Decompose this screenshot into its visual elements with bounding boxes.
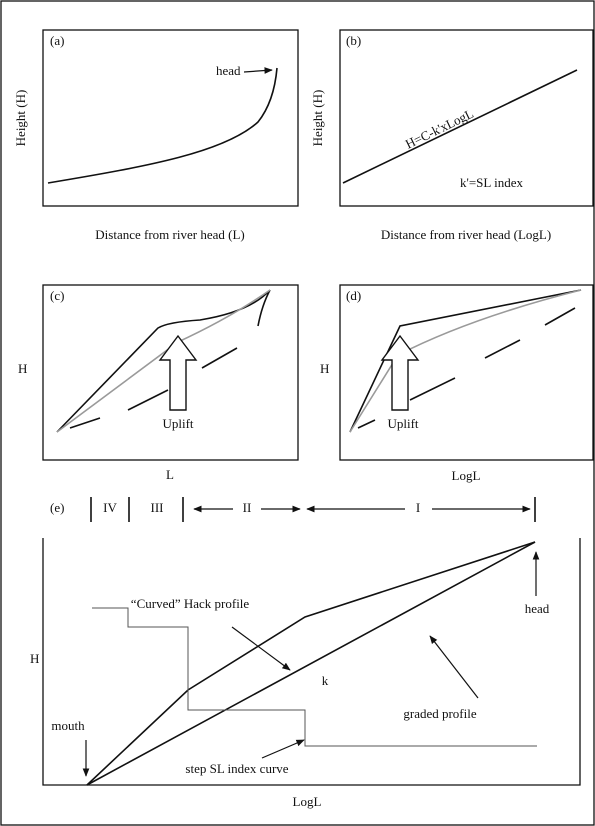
original-profile — [69, 347, 238, 429]
tag: (b) — [346, 33, 361, 48]
stage-label: II — [243, 500, 252, 515]
head-label: head — [216, 63, 241, 78]
index: k'=SL index — [460, 175, 523, 190]
head-label: head — [525, 601, 550, 616]
uplift-label: Uplift — [162, 416, 193, 431]
uplift-arrow — [380, 334, 420, 411]
y-label: Height (H) — [13, 90, 28, 147]
uplifted-profile — [349, 289, 582, 433]
tag: (e) — [50, 500, 64, 515]
arrow — [231, 626, 291, 671]
transient-profile — [349, 289, 582, 433]
panel-b: (b) Height (H) Distance from river head … — [310, 29, 594, 242]
mouth-label: mouth — [51, 718, 85, 733]
arrow — [429, 635, 479, 699]
stage-label: I — [416, 500, 420, 515]
graded-profile — [86, 541, 536, 786]
step-label: step SL index curve — [185, 761, 288, 776]
y-label: H — [320, 361, 329, 376]
y-label: H — [18, 361, 27, 376]
original-profile — [357, 307, 576, 429]
transient-profile — [56, 289, 271, 433]
x-label: LogL — [293, 794, 322, 809]
frame — [42, 538, 581, 786]
frame — [339, 29, 594, 207]
x-label: Distance from river head (LogL) — [381, 227, 551, 242]
panel-a: (a) Height (H) Distance from river head … — [13, 29, 299, 242]
equation: H=C-k'xLogL — [403, 106, 476, 152]
tag: (a) — [50, 33, 64, 48]
step-curve — [92, 607, 537, 747]
y-label: H — [30, 651, 39, 666]
uplift-arrow — [158, 334, 198, 411]
x-label: LogL — [452, 468, 481, 483]
x-label: L — [166, 467, 174, 482]
x-label: Distance from river head (L) — [95, 227, 244, 242]
frame — [339, 284, 594, 461]
k-label: k — [322, 673, 329, 688]
arrow — [261, 739, 305, 759]
hack-label: “Curved” Hack profile — [131, 596, 250, 611]
tag: (c) — [50, 288, 64, 303]
profile — [47, 67, 278, 184]
stage-label: III — [151, 500, 164, 515]
uplift-label: Uplift — [387, 416, 418, 431]
panel-c: (c) H L Uplift — [18, 284, 299, 482]
tag: (d) — [346, 288, 361, 303]
frame — [42, 29, 299, 207]
stage-label: IV — [103, 500, 117, 515]
panel-d: (d) H LogL Uplift — [320, 284, 594, 483]
panel-e: (e) IV III II I H LogL head mouth “Curve… — [30, 497, 581, 809]
arrow — [243, 67, 273, 74]
hack-profile — [86, 541, 536, 786]
stage-dividers — [90, 497, 536, 522]
y-label: Height (H) — [310, 90, 325, 147]
graded-label: graded profile — [403, 706, 477, 721]
frame — [42, 284, 299, 461]
profile — [342, 69, 578, 184]
